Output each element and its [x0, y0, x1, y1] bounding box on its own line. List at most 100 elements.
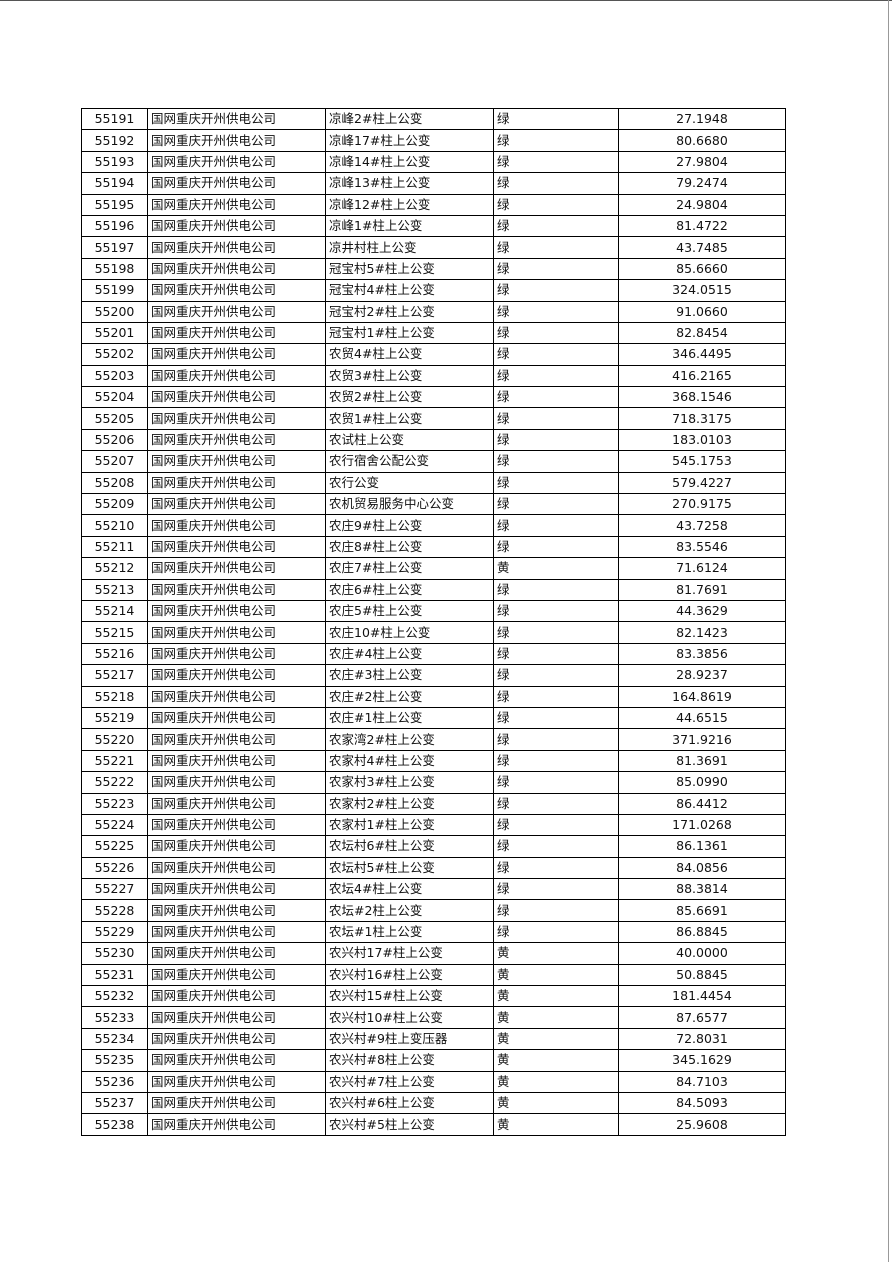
company-cell: 国网重庆开州供电公司 [147, 214, 326, 238]
row-id-cell: 55192 [81, 129, 148, 152]
table-row: 55191 国网重庆开州供电公司 凉峰2#柱上公变绿 27.1948 [81, 107, 786, 131]
value-cell: 164.8619 [618, 685, 786, 708]
value-cell: 345.1629 [618, 1049, 786, 1072]
value-cell: 86.1361 [618, 835, 786, 858]
status-cell: 绿 [493, 364, 619, 388]
value-cell: 181.4454 [618, 985, 786, 1008]
row-id-cell: 55215 [81, 621, 148, 644]
status-cell: 绿 [493, 899, 619, 922]
table-row: 55229 国网重庆开州供电公司 农坛#1柱上公变绿 86.8845 [81, 920, 786, 944]
value-cell: 91.0660 [618, 300, 786, 323]
status-cell: 绿 [493, 471, 619, 495]
transformer-name-cell: 农庄#1柱上公变 [325, 706, 494, 730]
transformer-name-cell: 农试柱上公变 [325, 428, 494, 452]
transformer-name-cell: 农坛#2柱上公变 [325, 899, 494, 922]
transformer-name-cell: 冠宝村2#柱上公变 [325, 300, 494, 323]
value-cell: 50.8845 [618, 963, 786, 987]
table-row: 55193 国网重庆开州供电公司 凉峰14#柱上公变绿 27.9804 [81, 150, 786, 174]
company-cell: 国网重庆开州供电公司 [147, 942, 326, 965]
value-cell: 416.2165 [618, 364, 786, 388]
row-id-cell: 55220 [81, 728, 148, 751]
page-edge-top [0, 0, 892, 1]
table-row: 55236 国网重庆开州供电公司 农兴村#7柱上公变黄 84.7103 [81, 1070, 786, 1093]
value-cell: 718.3175 [618, 407, 786, 430]
transformer-name-cell: 农坛#1柱上公变 [325, 920, 494, 944]
company-cell: 国网重庆开州供电公司 [147, 386, 326, 409]
value-cell: 72.8031 [618, 1027, 786, 1051]
row-id-cell: 55224 [81, 813, 148, 837]
row-id-cell: 55205 [81, 407, 148, 430]
table-row: 55220 国网重庆开州供电公司 农家湾2#柱上公变绿 371.9216 [81, 728, 786, 751]
row-id-cell: 55196 [81, 214, 148, 238]
transformer-name-cell: 农庄5#柱上公变 [325, 599, 494, 623]
status-cell: 绿 [493, 728, 619, 751]
table-row: 55201 国网重庆开州供电公司 冠宝村1#柱上公变绿 82.8454 [81, 321, 786, 345]
row-id-cell: 55194 [81, 172, 148, 195]
data-table: 55191 国网重庆开州供电公司 凉峰2#柱上公变绿 27.1948 55192 国网重庆… [81, 107, 786, 1136]
value-cell: 84.0856 [618, 856, 786, 880]
company-cell: 国网重庆开州供电公司 [147, 1049, 326, 1072]
table-row: 55219 国网重庆开州供电公司 农庄#1柱上公变绿 44.6515 [81, 706, 786, 730]
company-cell: 国网重庆开州供电公司 [147, 343, 326, 366]
company-cell: 国网重庆开州供电公司 [147, 236, 326, 259]
table-row: 55198 国网重庆开州供电公司 冠宝村5#柱上公变绿 85.6660 [81, 257, 786, 281]
value-cell: 87.6577 [618, 1006, 786, 1029]
transformer-name-cell: 农庄7#柱上公变 [325, 557, 494, 580]
company-cell: 国网重庆开州供电公司 [147, 1027, 326, 1051]
status-cell: 绿 [493, 535, 619, 559]
table-row: 55208 国网重庆开州供电公司 农行公变绿 579.4227 [81, 471, 786, 495]
row-id-cell: 55207 [81, 450, 148, 473]
value-cell: 371.9216 [618, 728, 786, 751]
company-cell: 国网重庆开州供电公司 [147, 664, 326, 687]
row-id-cell: 55202 [81, 343, 148, 366]
table-row: 55196 国网重庆开州供电公司 凉峰1#柱上公变绿 81.4722 [81, 214, 786, 238]
row-id-cell: 55198 [81, 257, 148, 281]
status-cell: 绿 [493, 150, 619, 174]
table-row: 55210 国网重庆开州供电公司 农庄9#柱上公变绿 43.7258 [81, 514, 786, 537]
row-id-cell: 55235 [81, 1049, 148, 1072]
value-cell: 324.0515 [618, 279, 786, 302]
company-cell: 国网重庆开州供电公司 [147, 300, 326, 323]
company-cell: 国网重庆开州供电公司 [147, 279, 326, 302]
transformer-name-cell: 农庄#2柱上公变 [325, 685, 494, 708]
company-cell: 国网重庆开州供电公司 [147, 728, 326, 751]
status-cell: 绿 [493, 642, 619, 666]
status-cell: 绿 [493, 749, 619, 773]
transformer-name-cell: 农庄#4柱上公变 [325, 642, 494, 666]
value-cell: 83.5546 [618, 535, 786, 559]
status-cell: 绿 [493, 450, 619, 473]
transformer-name-cell: 农坛村6#柱上公变 [325, 835, 494, 858]
value-cell: 84.7103 [618, 1070, 786, 1093]
status-cell: 绿 [493, 835, 619, 858]
table-row: 55227 国网重庆开州供电公司 农坛4#柱上公变绿 88.3814 [81, 878, 786, 901]
row-id-cell: 55225 [81, 835, 148, 858]
status-cell: 黄 [493, 1091, 619, 1115]
company-cell: 国网重庆开州供电公司 [147, 428, 326, 452]
table-row: 55226 国网重庆开州供电公司 农坛村5#柱上公变绿 84.0856 [81, 856, 786, 880]
status-cell: 绿 [493, 386, 619, 409]
value-cell: 346.4495 [618, 343, 786, 366]
company-cell: 国网重庆开州供电公司 [147, 493, 326, 516]
value-cell: 27.9804 [618, 150, 786, 174]
table-row: 55221 国网重庆开州供电公司 农家村4#柱上公变绿 81.3691 [81, 749, 786, 773]
row-id-cell: 55193 [81, 150, 148, 174]
row-id-cell: 55231 [81, 963, 148, 987]
value-cell: 86.8845 [618, 920, 786, 944]
status-cell: 绿 [493, 685, 619, 708]
status-cell: 绿 [493, 214, 619, 238]
value-cell: 81.7691 [618, 578, 786, 601]
row-id-cell: 55230 [81, 942, 148, 965]
row-id-cell: 55226 [81, 856, 148, 880]
status-cell: 黄 [493, 1113, 619, 1136]
transformer-name-cell: 农贸1#柱上公变 [325, 407, 494, 430]
table-row: 55195 国网重庆开州供电公司 凉峰12#柱上公变绿 24.9804 [81, 193, 786, 216]
status-cell: 绿 [493, 792, 619, 815]
company-cell: 国网重庆开州供电公司 [147, 535, 326, 559]
status-cell: 绿 [493, 107, 619, 131]
table-row: 55217 国网重庆开州供电公司 农庄#3柱上公变绿 28.9237 [81, 664, 786, 687]
row-id-cell: 55221 [81, 749, 148, 773]
table-row: 55214 国网重庆开州供电公司 农庄5#柱上公变绿 44.3629 [81, 599, 786, 623]
table-row: 55235 国网重庆开州供电公司 农兴村#8柱上公变黄 345.1629 [81, 1049, 786, 1072]
status-cell: 绿 [493, 599, 619, 623]
value-cell: 43.7485 [618, 236, 786, 259]
